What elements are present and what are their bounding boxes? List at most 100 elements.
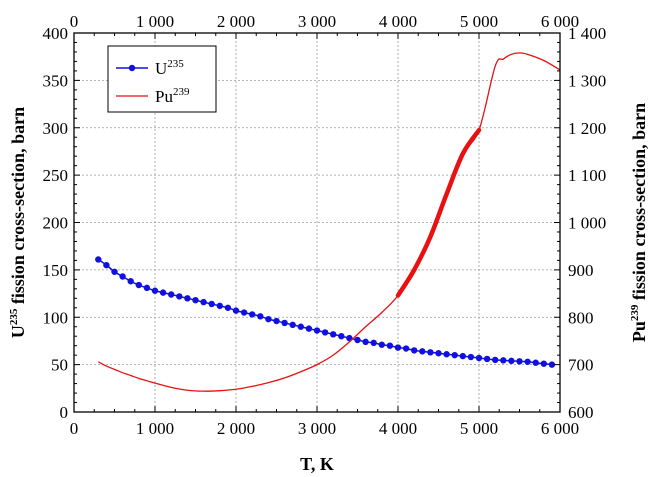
data-point-u235 xyxy=(492,356,499,364)
data-point-u235 xyxy=(103,261,110,269)
data-point-u235 xyxy=(321,329,329,336)
left-y-axis-title-sup: 235 xyxy=(8,308,20,325)
data-point-u235 xyxy=(305,325,313,332)
data-point-u235 xyxy=(143,284,151,292)
y-left-tick-label: 50 xyxy=(51,356,68,375)
x-tick-label-top: 1 000 xyxy=(136,12,174,31)
data-point-u235 xyxy=(159,289,167,296)
legend-box xyxy=(107,45,217,113)
y-left-tick-label: 400 xyxy=(43,24,69,43)
data-point-u235 xyxy=(354,336,361,344)
data-point-u235 xyxy=(151,287,159,294)
data-point-u235 xyxy=(500,357,507,364)
right-y-axis-title-base: Pu xyxy=(629,321,649,342)
data-point-u235 xyxy=(402,345,410,352)
x-tick-label-bottom: 1 000 xyxy=(136,419,174,438)
x-tick-label-top: 3 000 xyxy=(298,12,336,31)
data-point-u235 xyxy=(338,333,345,340)
data-point-u235 xyxy=(297,323,304,330)
data-point-u235 xyxy=(135,281,142,289)
data-point-u235 xyxy=(111,268,118,275)
data-point-u235 xyxy=(427,349,434,356)
y-left-tick-label: 200 xyxy=(43,214,69,233)
series-line-pu239 xyxy=(97,52,561,392)
x-tick-label-top: 0 xyxy=(70,12,79,31)
x-tick-label-bottom: 2 000 xyxy=(217,419,255,438)
left-y-axis-title-rest: fission cross-section, barn xyxy=(8,107,28,309)
data-point-u235 xyxy=(548,361,556,368)
data-point-u235 xyxy=(192,296,199,304)
y-left-tick-label: 250 xyxy=(43,166,69,185)
data-point-u235 xyxy=(168,291,175,298)
data-point-u235 xyxy=(232,307,240,314)
data-point-u235 xyxy=(378,341,385,348)
x-tick-label-bottom: 6 000 xyxy=(541,419,579,438)
legend-u235-label: U235 xyxy=(155,58,184,78)
y-left-tick-label: 0 xyxy=(60,403,69,422)
data-point-u235 xyxy=(281,319,288,327)
y-right-tick-label: 800 xyxy=(568,308,594,327)
data-point-u235 xyxy=(313,327,321,334)
left-y-axis-title: U235 fission cross-section, barn xyxy=(8,107,28,338)
data-point-u235 xyxy=(216,302,223,310)
data-point-u235 xyxy=(265,315,272,323)
x-tick-label-top: 4 000 xyxy=(379,12,417,31)
data-point-u235 xyxy=(224,304,232,311)
y-right-tick-label: 700 xyxy=(568,356,594,375)
data-point-u235 xyxy=(119,273,126,280)
legend-u235-base: U xyxy=(155,59,167,78)
data-point-u235 xyxy=(467,353,475,361)
series-line-u235 xyxy=(97,258,552,366)
right-y-axis-title: Pu239 fission cross-section, barn xyxy=(629,103,649,342)
data-point-u235 xyxy=(443,351,450,358)
data-point-u235 xyxy=(249,311,256,318)
y-right-tick-label: 600 xyxy=(568,403,594,422)
y-left-tick-label: 350 xyxy=(43,71,69,90)
y-left-tick-label: 300 xyxy=(43,119,69,138)
data-point-u235 xyxy=(362,338,369,346)
x-tick-label-top: 2 000 xyxy=(217,12,255,31)
right-y-axis-title-sup: 239 xyxy=(629,304,641,321)
x-tick-label-top: 5 000 xyxy=(460,12,498,31)
data-point-u235 xyxy=(127,278,134,285)
data-point-u235 xyxy=(532,359,539,366)
data-point-u235 xyxy=(394,344,402,351)
legend: U235 Pu239 xyxy=(107,45,217,113)
legend-u235-marker xyxy=(128,64,136,72)
data-point-u235 xyxy=(459,352,466,360)
data-point-u235 xyxy=(516,358,523,365)
data-point-u235 xyxy=(435,350,442,357)
legend-pu239-base: Pu xyxy=(155,87,173,106)
series-highlight-pu239 xyxy=(395,127,482,298)
data-point-u235 xyxy=(370,339,377,347)
right-y-axis-title-rest: fission cross-section, barn xyxy=(629,103,649,305)
y-left-tick-label: 150 xyxy=(43,261,69,280)
y-right-tick-label: 1 200 xyxy=(568,119,606,138)
data-point-u235 xyxy=(330,331,337,338)
data-point-u235 xyxy=(508,357,515,365)
legend-u235-sup: 235 xyxy=(167,58,184,70)
series-layer xyxy=(95,52,561,392)
data-point-u235 xyxy=(386,342,394,349)
data-point-u235 xyxy=(451,351,458,359)
legend-pu239-sup: 239 xyxy=(173,86,190,98)
data-point-u235 xyxy=(257,313,264,320)
data-point-u235 xyxy=(208,300,215,308)
data-point-u235 xyxy=(524,358,531,365)
x-axis-title: T, K xyxy=(300,454,334,474)
data-point-u235 xyxy=(184,295,191,302)
data-point-u235 xyxy=(176,293,183,300)
data-point-u235 xyxy=(411,347,418,354)
grid-lines xyxy=(74,33,560,412)
x-tick-label-top: 6 000 xyxy=(541,12,579,31)
data-point-u235 xyxy=(240,309,248,316)
y-left-tick-label: 100 xyxy=(43,308,69,327)
data-point-u235 xyxy=(540,360,547,367)
data-point-u235 xyxy=(483,355,491,363)
y-right-tick-label: 1 000 xyxy=(568,214,606,233)
left-y-axis-title-base: U xyxy=(8,325,28,338)
y-right-tick-label: 900 xyxy=(568,261,594,280)
x-tick-label-bottom: 3 000 xyxy=(298,419,336,438)
y-right-tick-label: 1 300 xyxy=(568,71,606,90)
